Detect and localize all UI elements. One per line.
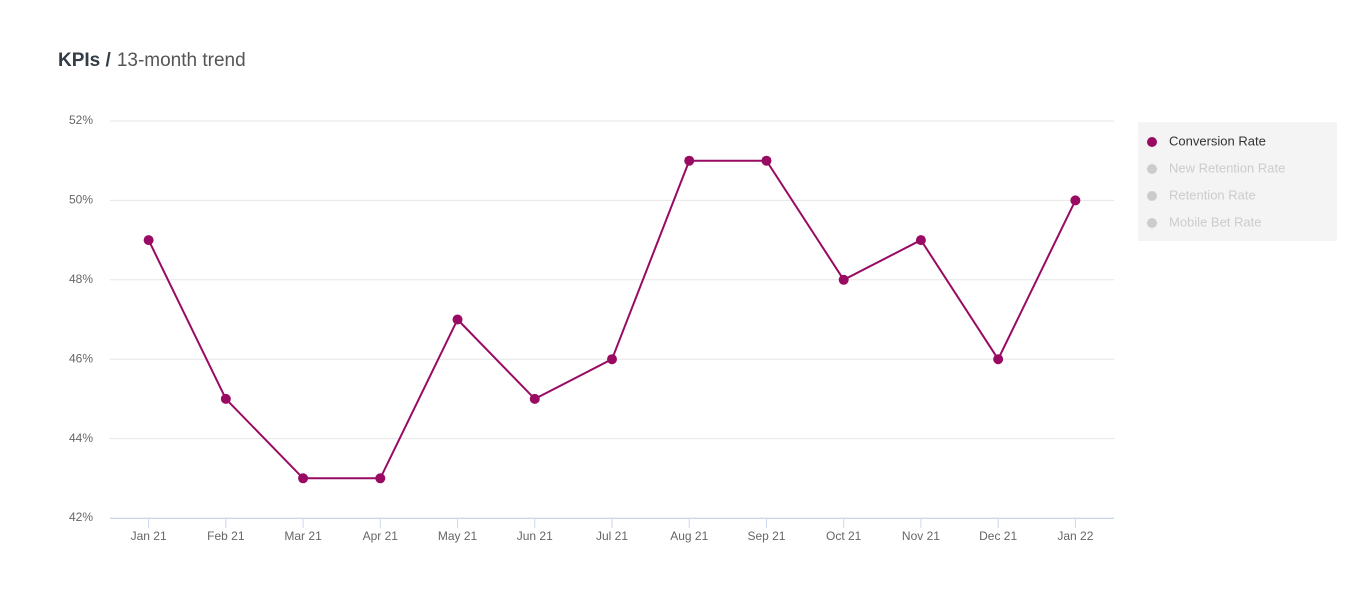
legend-marker[interactable] [1147,191,1157,201]
x-tick-label: Nov 21 [902,529,940,543]
x-tick-label: May 21 [438,529,478,543]
legend-label[interactable]: Retention Rate [1169,187,1256,202]
data-point [298,473,309,484]
title: KPIs / [58,50,112,71]
y-tick-label: 46% [69,351,93,365]
x-tick-label: Mar 21 [284,529,322,543]
legend-marker[interactable] [1147,218,1157,228]
x-tick-label: Oct 21 [826,529,862,543]
legend-label[interactable]: Conversion Rate [1169,133,1266,148]
data-point [684,155,695,166]
data-point [1070,195,1081,206]
x-tick-label: Feb 21 [207,529,245,543]
y-tick-label: 44% [69,431,93,445]
legend-label[interactable]: New Retention Rate [1169,160,1285,175]
data-point [220,393,231,404]
y-tick-label: 50% [69,193,93,207]
data-point [452,314,463,325]
series-line [147,159,1077,480]
x-tick-label: Apr 21 [363,529,399,543]
x-tick-label: Sep 21 [747,529,785,543]
x-tick-label: Jan 21 [131,529,167,543]
data-point [993,354,1004,365]
x-tick-label: Jul 21 [596,529,628,543]
legend-marker[interactable] [1147,164,1157,174]
x-tick-label: Jun 21 [517,529,553,543]
chart-title: KPIs /13-month trend [58,50,246,71]
x-tick-label: Aug 21 [670,529,708,543]
data-point [143,235,154,246]
legend-box [1138,122,1337,241]
data-point [915,235,926,246]
data-point [375,473,386,484]
x-tick-label: Dec 21 [979,529,1017,543]
data-point [761,155,772,166]
x-tick-label: Jan 22 [1057,529,1093,543]
legend-marker[interactable] [1147,137,1157,147]
data-point [529,393,540,404]
subtitle: 13-month trend [117,50,246,71]
y-tick-label: 52% [69,113,93,127]
legend-label[interactable]: Mobile Bet Rate [1169,214,1262,229]
y-tick-label: 48% [69,272,93,286]
y-tick-label: 42% [69,510,93,524]
data-point [838,274,849,285]
data-point [607,354,617,365]
